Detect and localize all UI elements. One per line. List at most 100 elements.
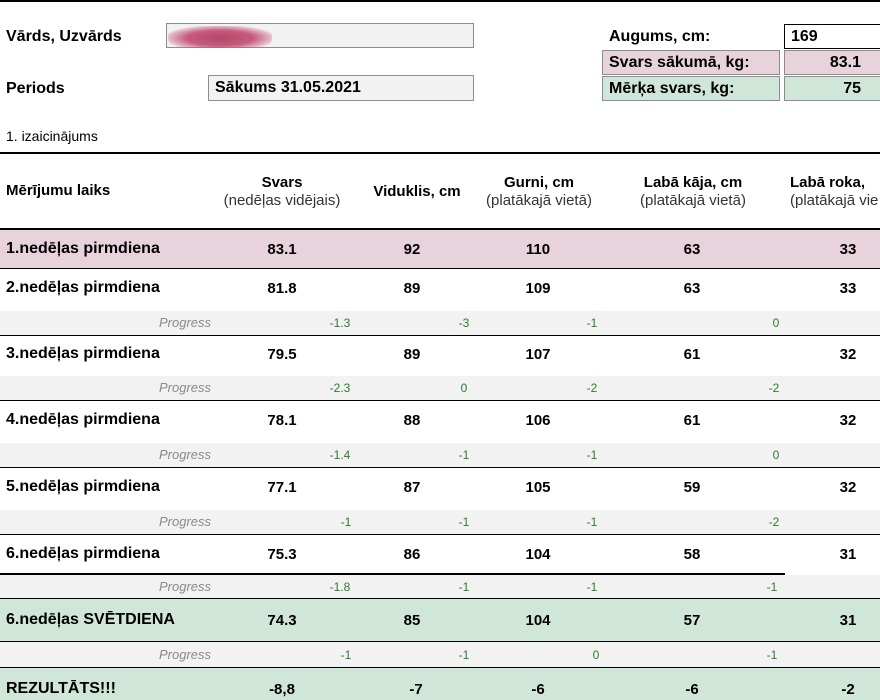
progress-waist: -1 (458, 515, 470, 529)
result-label: REZULTĀTS!!! (6, 680, 116, 697)
row-rule (0, 667, 880, 668)
row-label: 1.nedēļas pirmdiena (6, 240, 160, 257)
progress-hips: -1 (586, 580, 598, 594)
cell-hips: 104 (525, 546, 551, 563)
cell-waist: 85 (403, 612, 421, 629)
row-rule (0, 335, 880, 336)
row-band-1 (0, 230, 880, 268)
top-border (0, 0, 880, 2)
header-rule-bottom (0, 228, 880, 230)
header-arm: Labā roka, (platākajā vie (790, 174, 880, 209)
result-weight: -8,8 (269, 681, 295, 698)
cell-arm: 33 (839, 280, 857, 297)
progress-leg: -1 (766, 580, 778, 594)
header-hips: Gurni, cm (platākajā vietā) (474, 174, 604, 209)
progress-band (0, 311, 880, 335)
start-weight-label: Svars sākumā, kg: (602, 50, 780, 75)
result-band (0, 668, 880, 700)
cell-arm: 31 (839, 546, 857, 563)
row-rule (0, 400, 880, 401)
progress-weight: -1.8 (329, 580, 351, 594)
height-value[interactable]: 169 (784, 24, 880, 49)
row-rule (0, 641, 880, 642)
cell-hips: 104 (525, 612, 551, 629)
header-hips-main: Gurni, cm (503, 174, 574, 191)
header-waist: Viduklis, cm (362, 183, 472, 200)
row-rule (0, 467, 880, 468)
cell-waist: 88 (403, 412, 421, 429)
progress-waist: -1 (458, 448, 470, 462)
result-hips: -6 (531, 681, 545, 698)
cell-waist: 87 (403, 479, 421, 496)
header-weight: Svars (nedēļas vidējais) (212, 174, 352, 209)
target-weight-label: Mērķa svars, kg: (602, 76, 780, 101)
header-hips-sub: (platākajā vietā) (486, 192, 592, 209)
cell-weight: 83.1 (267, 241, 297, 258)
progress-hips: 0 (592, 648, 600, 662)
cell-waist: 92 (403, 241, 421, 258)
cell-waist: 89 (403, 280, 421, 297)
header-waist-main: Viduklis, cm (373, 183, 461, 200)
cell-leg: 59 (683, 479, 701, 496)
header-weight-main: Svars (261, 174, 303, 191)
progress-label: Progress (158, 514, 212, 529)
cell-weight: 77.1 (267, 479, 297, 496)
cell-arm: 32 (839, 346, 857, 363)
cell-weight: 74.3 (267, 612, 297, 629)
progress-leg: 0 (772, 448, 780, 462)
progress-label: Progress (158, 647, 212, 662)
cell-weight: 78.1 (267, 412, 297, 429)
header-arm-sub: (platākajā vie (790, 192, 879, 209)
row-label: 4.nedēļas pirmdiena (6, 411, 160, 428)
cell-weight: 81.8 (267, 280, 297, 297)
challenge-label: 1. izaicinājums (6, 128, 98, 144)
row-rule-thick (0, 573, 785, 575)
header-time: Mērījumu laiks (6, 182, 111, 199)
cell-leg: 58 (683, 546, 701, 563)
period-label: Periods (6, 80, 65, 97)
progress-band (0, 376, 880, 400)
row-label: 2.nedēļas pirmdiena (6, 279, 160, 296)
cell-waist: 89 (403, 346, 421, 363)
target-weight-value[interactable]: 75 (784, 76, 880, 101)
progress-hips: -1 (586, 448, 598, 462)
cell-hips: 106 (525, 412, 551, 429)
cell-hips: 105 (525, 479, 551, 496)
row-band-final (0, 599, 880, 641)
header-arm-main: Labā roka, (790, 174, 866, 191)
cell-waist: 86 (403, 546, 421, 563)
progress-waist: -1 (458, 648, 470, 662)
progress-weight: -1 (340, 515, 352, 529)
progress-waist: -1 (458, 580, 470, 594)
name-label: Vārds, Uzvārds (6, 28, 122, 45)
progress-band (0, 510, 880, 534)
row-rule (0, 268, 880, 269)
cell-leg: 63 (683, 241, 701, 258)
progress-label: Progress (158, 315, 212, 330)
row-rule (0, 598, 880, 599)
start-weight-value[interactable]: 83.1 (784, 50, 880, 75)
row-label: 6.nedēļas pirmdiena (6, 545, 160, 562)
period-field[interactable]: Sākums 31.05.2021 (208, 75, 474, 101)
cell-arm: 31 (839, 612, 857, 629)
progress-weight: -1.3 (329, 316, 351, 330)
row-label: 5.nedēļas pirmdiena (6, 478, 160, 495)
cell-leg: 57 (683, 612, 701, 629)
progress-waist: -3 (458, 316, 470, 330)
progress-band (0, 642, 880, 667)
redaction-scribble (168, 26, 272, 48)
cell-leg: 63 (683, 280, 701, 297)
result-arm: -2 (841, 681, 855, 698)
progress-weight: -2.3 (329, 381, 351, 395)
progress-label: Progress (158, 447, 212, 462)
cell-arm: 32 (839, 412, 857, 429)
progress-leg: -2 (768, 381, 780, 395)
cell-arm: 33 (839, 241, 857, 258)
progress-band (0, 575, 880, 598)
cell-leg: 61 (683, 346, 701, 363)
cell-arm: 32 (839, 479, 857, 496)
cell-weight: 75.3 (267, 546, 297, 563)
cell-weight: 79.5 (267, 346, 297, 363)
progress-label: Progress (158, 579, 212, 594)
result-leg: -6 (685, 681, 699, 698)
